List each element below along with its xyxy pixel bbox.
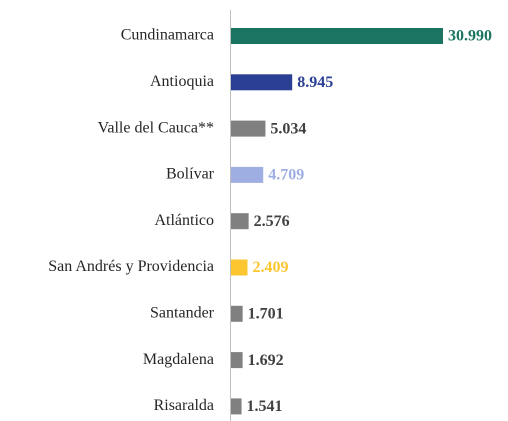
bar (231, 352, 243, 369)
value-label: 8.945 (297, 74, 333, 91)
bar (231, 28, 443, 44)
value-label: 1.692 (248, 352, 284, 369)
bar (231, 166, 264, 183)
category-label: Magdalena (143, 351, 214, 368)
value-label: 1.701 (248, 305, 284, 322)
bar (231, 259, 248, 276)
bar (231, 213, 249, 230)
category-label: Risaralda (154, 397, 214, 414)
value-label: 2.576 (254, 213, 290, 230)
category-label: Valle del Cauca** (98, 119, 214, 136)
category-label: Santander (150, 304, 215, 321)
value-label: 2.409 (252, 259, 288, 276)
value-label: 5.034 (270, 120, 306, 137)
bar (231, 120, 266, 137)
bar (231, 398, 242, 415)
bar (231, 305, 243, 322)
category-label: Atlántico (154, 212, 214, 229)
bar (231, 74, 293, 91)
value-label: 4.709 (268, 167, 304, 184)
value-label: 30.990 (448, 28, 492, 45)
category-label: Bolívar (166, 166, 215, 183)
category-label: San Andrés y Providencia (48, 258, 214, 275)
value-label: 1.541 (247, 398, 283, 415)
category-label: Cundinamarca (121, 27, 214, 44)
category-label: Antioquia (150, 73, 214, 90)
